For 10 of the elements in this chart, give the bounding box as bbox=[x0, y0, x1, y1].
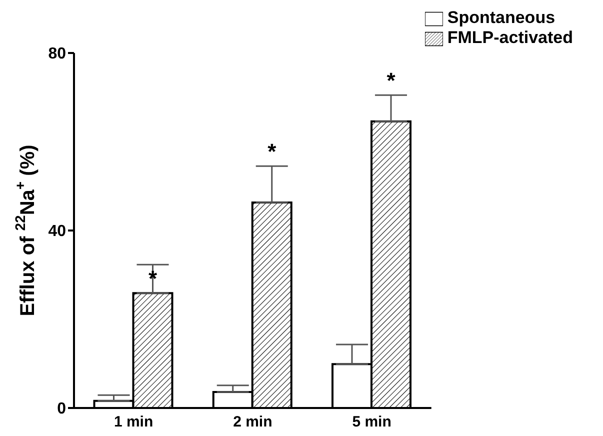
x-tick-label: 2 min bbox=[233, 414, 272, 431]
y-tick-label: 80 bbox=[48, 46, 66, 63]
legend-label: FMLP-activated bbox=[447, 28, 573, 47]
y-tick-label: 40 bbox=[48, 223, 66, 240]
annotation: * bbox=[386, 68, 396, 94]
annotation: * bbox=[268, 139, 277, 164]
x-tick-label: 5 min bbox=[352, 414, 392, 431]
x-tick-label: 1 min bbox=[114, 414, 154, 431]
y-tick-label: 0 bbox=[57, 400, 66, 418]
legend-label: Spontaneous bbox=[447, 8, 556, 27]
